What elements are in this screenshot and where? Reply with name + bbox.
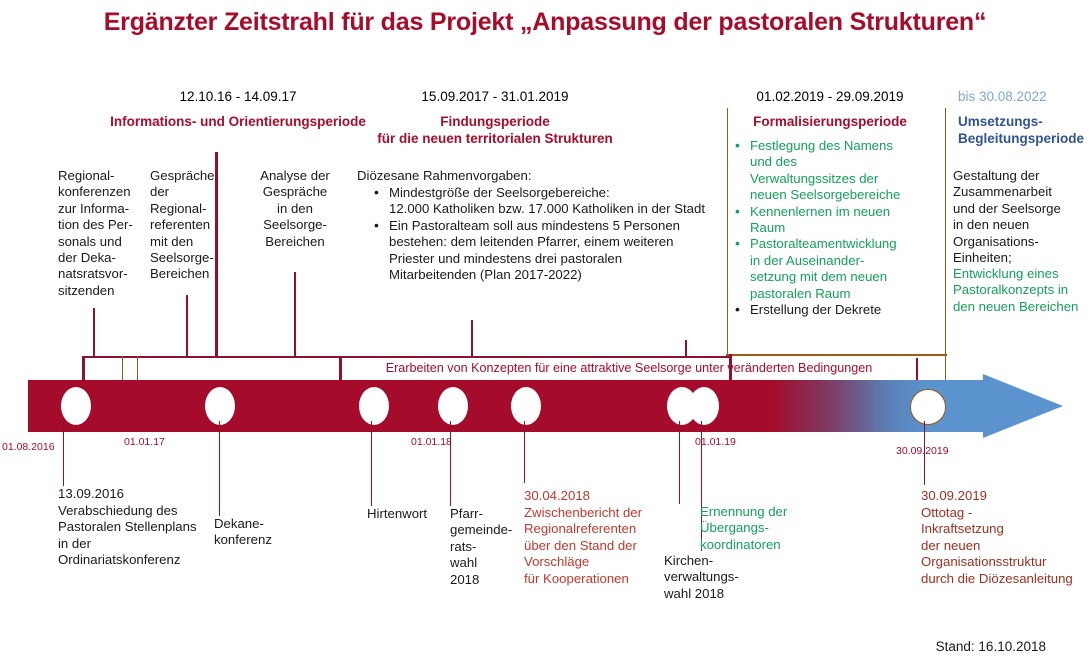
event-kirchenverwaltungswahl: Kirchen- verwaltungs- wahl 2018 [664,553,739,601]
event-pfarrgemeinderatswahl: Pfarr- gemeinde- rats- wahl 2018 [450,506,513,587]
konzepte-label: Erarbeiten von Konzepten für eine attrak… [385,361,873,375]
timeline-node[interactable] [511,387,541,425]
formalisierung-list: Festlegung des Namens und des Verwaltung… [733,137,918,318]
period-date-info: 12.10.16 - 14.09.17 [179,89,297,104]
event-hirtenwort: Hirtenwort [367,506,428,521]
timeline-node[interactable] [910,389,946,425]
drop-line-verabschiedung [63,421,65,486]
rahmenvorgaben-list: Mindestgröße der Seelsorgebereiche: 12.0… [372,184,722,284]
tick-label: 01.01.18 [411,436,452,448]
bracket-leg-b [137,356,139,384]
stem-findung [471,320,473,358]
list-item: Festlegung des Namens und des Verwaltung… [733,137,918,204]
timeline-node[interactable] [205,387,235,425]
konzepte-label-box [340,358,918,380]
tick-label: 01.01.19 [695,436,736,448]
divider-info-findung [215,152,218,358]
list-item: Ein Pastoralteam soll aus mindestens 5 P… [372,217,722,284]
timeline-arrowhead [983,374,1063,438]
drop-line-dekanekonferenz [219,421,221,516]
footer-stand: Stand: 16.10.2018 [935,639,1046,654]
stem-formalisierung [685,340,687,358]
list-item: Kennenlernen im neuen Raum [733,203,918,237]
event-ottotag-date: 30.09.2019 [921,488,988,503]
column-regionalkonferenzen: Regional- konferenzen zur Informa- tion … [58,168,133,298]
drop-line-pfarrgemeinderatswahl [450,421,452,506]
tick-label: 30.09.2019 [896,445,949,457]
tick-label: 01.01.17 [124,436,165,448]
divider-formalisierung-umsetzung [945,108,947,358]
timeline-arrow [28,374,1063,444]
period-date-findung: 15.09.2017 - 31.01.2019 [421,89,569,104]
column-umsetzung-green: Entwicklung eines Pastoralkonzepts in de… [953,266,1079,314]
page-title: Ergänzter Zeitstrahl für das Projekt „An… [103,8,987,36]
event-verabschiedung-date: 13.09.2016 [58,486,125,501]
event-dekanekonferenz: Dekane- konferenz [214,516,272,548]
list-item: Erstellung der Dekrete [733,301,918,318]
timeline-node[interactable] [438,387,468,425]
stem-analyse [294,272,296,358]
bracket-rail-left [82,356,732,358]
drop-line-kirchenverwaltungswahl [701,421,703,551]
column-gespraeche-regionalreferenten: Gespräche der Regional- referenten mit d… [150,168,215,282]
period-title-umsetzung: Umsetzungs- [958,114,1043,129]
drop-line-uebergangskoordinatoren [679,421,681,504]
stem-regionalkonferenzen [93,308,95,358]
list-item: Pastoralteamentwicklung in der Auseinand… [733,235,918,302]
rahmenvorgaben-heading: Diözesane Rahmenvorgaben: [357,168,532,183]
period-title-findung: Findungsperiode [440,114,550,129]
period-subtitle-findung: für die neuen territorialen Strukturen [377,131,613,146]
stem-gespraeche [186,295,188,358]
column-analyse: Analyse der Gespräche in den Seelsorge- … [260,168,330,249]
column-umsetzung-black: Gestaltung der Zusammenarbeit und der Se… [953,168,1061,266]
event-zwischenbericht-text: Zwischenbericht der Regionalreferenten ü… [524,505,643,586]
bracket-leg-a [122,356,124,384]
period-title-info: Informations- und Orientierungsperiode [110,114,366,129]
bracket-rail-right [726,354,947,356]
bracket-leg-findung-end [729,354,732,384]
event-uebergangskoordinatoren: Ernennung der Übergangs- koordinatoren [700,504,788,552]
bracket-leg-c [339,356,341,384]
drop-line-ottotag [924,421,926,485]
divider-findung-formalisierung [727,108,729,358]
timeline-node[interactable] [61,387,91,425]
tick-label: 01.08.2016 [2,441,55,453]
period-title-formalisierung: Formalisierungsperiode [753,114,907,129]
bracket-leg-start [82,356,85,384]
event-zwischenbericht-date: 30.04.2018 [524,488,591,503]
period-subtitle-umsetzung: Begleitungsperiode [958,131,1085,146]
event-verabschiedung-text: Verabschiedung des Pastoralen Stellenpla… [58,503,197,568]
drop-line-hirtenwort [371,421,373,506]
timeline-bar [28,380,993,432]
timeline-node[interactable] [689,387,719,425]
bracket-leg-right-end [945,354,947,384]
drop-line-zwischenbericht [524,421,526,483]
period-date-umsetzung: bis 30.08.2022 [958,89,1047,104]
event-ottotag-text: Ottotag - Inkraftsetzung der neuen Organ… [921,505,1073,586]
list-item: Mindestgröße der Seelsorgebereiche: 12.0… [372,184,722,218]
period-date-formalisierung: 01.02.2019 - 29.09.2019 [756,89,904,104]
timeline-node[interactable] [359,387,389,425]
